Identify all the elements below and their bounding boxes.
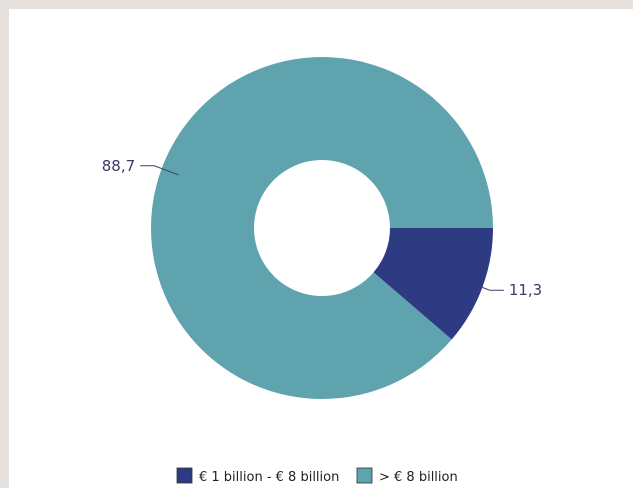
data-labels: 11,3 88,7 xyxy=(102,157,542,299)
slice-over-8-billion xyxy=(150,57,493,400)
legend-swatch-small xyxy=(176,467,193,484)
data-label-0: 11,3 xyxy=(509,281,542,299)
legend: € 1 billion - € 8 billion > € 8 billion xyxy=(176,467,458,485)
legend-swatch-large xyxy=(356,467,373,484)
data-label-1: 88,7 xyxy=(102,157,135,175)
leader-line-0 xyxy=(465,280,504,291)
slice-1-8-billion xyxy=(373,228,493,340)
legend-label-large: > € 8 billion xyxy=(379,470,458,485)
legend-label-small: € 1 billion - € 8 billion xyxy=(199,470,339,485)
leader-line-1 xyxy=(140,165,179,176)
donut-slices xyxy=(150,57,493,400)
